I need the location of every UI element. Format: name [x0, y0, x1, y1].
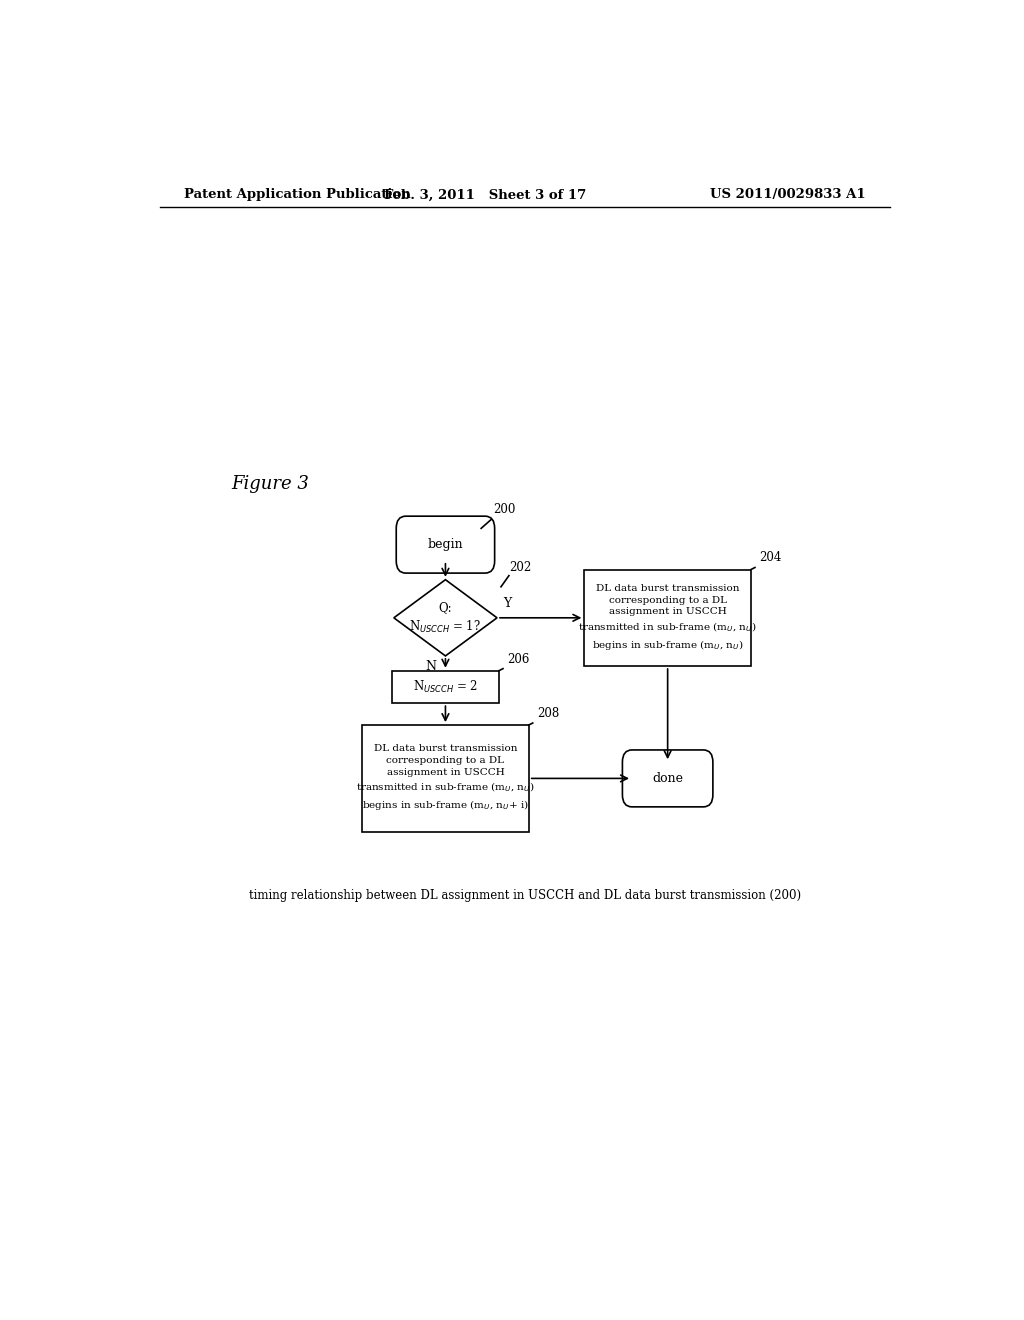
Text: Y: Y — [504, 597, 512, 610]
Text: timing relationship between DL assignment in USCCH and DL data burst transmissio: timing relationship between DL assignmen… — [249, 888, 801, 902]
Text: 204: 204 — [759, 552, 781, 565]
Text: 206: 206 — [507, 652, 529, 665]
Text: US 2011/0029833 A1: US 2011/0029833 A1 — [711, 189, 866, 202]
Text: Q:
N$_{USCCH}$ = 1?: Q: N$_{USCCH}$ = 1? — [410, 601, 481, 635]
Text: 208: 208 — [537, 708, 559, 719]
FancyBboxPatch shape — [396, 516, 495, 573]
Text: N: N — [425, 660, 436, 673]
Text: 200: 200 — [494, 503, 515, 516]
Text: DL data burst transmission
corresponding to a DL
assignment in USCCH
transmitted: DL data burst transmission corresponding… — [579, 583, 757, 652]
Text: Feb. 3, 2011   Sheet 3 of 17: Feb. 3, 2011 Sheet 3 of 17 — [384, 189, 587, 202]
Bar — [392, 671, 499, 704]
Bar — [585, 569, 751, 667]
Text: N$_{USCCH}$ = 2: N$_{USCCH}$ = 2 — [413, 678, 478, 694]
Text: Figure 3: Figure 3 — [231, 475, 309, 492]
Text: Patent Application Publication: Patent Application Publication — [183, 189, 411, 202]
Text: DL data burst transmission
corresponding to a DL
assignment in USCCH
transmitted: DL data burst transmission corresponding… — [356, 744, 535, 813]
Text: 202: 202 — [509, 561, 531, 574]
Text: done: done — [652, 772, 683, 785]
Polygon shape — [394, 579, 497, 656]
Text: begin: begin — [428, 539, 463, 552]
Bar — [362, 725, 528, 832]
FancyBboxPatch shape — [623, 750, 713, 807]
